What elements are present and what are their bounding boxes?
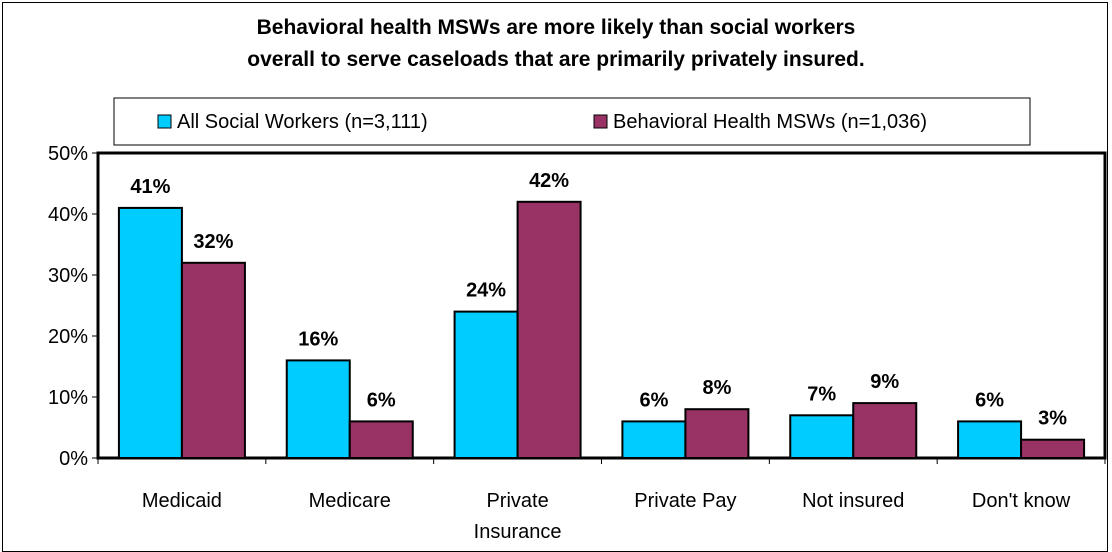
x-category-label: Insurance xyxy=(474,521,562,543)
bar-all-social-workers-n-3-111-medicare xyxy=(285,359,351,459)
bar-behavioral-health-msws-n-1-036-medicare xyxy=(348,420,414,459)
x-category-label: Don't know xyxy=(972,490,1071,512)
chart-title-line-2: overall to serve caseloads that are prim… xyxy=(247,48,865,71)
data-label: 3% xyxy=(1038,408,1067,430)
bar-behavioral-health-msws-n-1-036-don-t-know xyxy=(1020,438,1086,460)
x-category-label: Medicare xyxy=(309,490,391,512)
data-label: 6% xyxy=(367,389,396,411)
legend-box xyxy=(113,97,1031,146)
data-label: 7% xyxy=(807,383,836,405)
x-category-label: Private xyxy=(486,490,548,512)
bar-all-social-workers-n-3-111-don-t-know xyxy=(957,420,1023,459)
bar-behavioral-health-msws-n-1-036-medicaid xyxy=(180,261,246,459)
legend: All Social Workers (n=3,111) Behavioral … xyxy=(113,97,1031,146)
data-label: 24% xyxy=(466,280,506,302)
data-labels: 41% 32% 16% 6% 24% 42% 6% 8% 7% 9% 6% 3% xyxy=(130,170,1067,430)
y-tick-label: 50% xyxy=(48,143,88,165)
y-tick-label: 10% xyxy=(48,387,88,409)
bar-behavioral-health-msws-n-1-036-private-insurance xyxy=(516,200,582,460)
x-category-label: Not insured xyxy=(802,490,904,512)
data-label: 6% xyxy=(975,389,1004,411)
legend-label-all-social-workers: All Social Workers (n=3,111) xyxy=(177,111,428,133)
bar-behavioral-health-msws-n-1-036-not-insured xyxy=(852,402,918,460)
bar-all-social-workers-n-3-111-private-pay xyxy=(621,420,687,459)
data-label: 8% xyxy=(702,377,731,399)
bar-all-social-workers-n-3-111-private-insurance xyxy=(453,310,519,459)
data-label: 9% xyxy=(870,371,899,393)
y-tick-label: 20% xyxy=(48,326,88,348)
chart-title-line-1: Behavioral health MSWs are more likely t… xyxy=(256,16,856,39)
y-tick-label: 40% xyxy=(48,204,88,226)
legend-swatch-all-social-workers xyxy=(157,114,172,129)
y-tick-label: 0% xyxy=(59,448,88,470)
bar-all-social-workers-n-3-111-not-insured xyxy=(789,414,855,459)
data-label: 16% xyxy=(298,328,338,350)
data-label: 42% xyxy=(529,170,569,192)
x-category-label: Medicaid xyxy=(142,490,222,512)
legend-swatch-behavioral-health-msws xyxy=(593,114,608,129)
x-category-label: Private Pay xyxy=(634,490,736,512)
axes: 0% 10% 20% 30% 40% 50% Medicaid Medicare Private… xyxy=(48,143,1106,543)
plot-area xyxy=(96,151,1107,460)
data-label: 41% xyxy=(130,176,170,198)
data-label: 32% xyxy=(193,231,233,253)
chart-title: Behavioral health MSWs are more likely t… xyxy=(0,12,1112,76)
bar-all-social-workers-n-3-111-medicaid xyxy=(117,206,183,459)
data-label: 6% xyxy=(639,389,668,411)
bars xyxy=(117,200,1086,460)
bar-behavioral-health-msws-n-1-036-private-pay xyxy=(684,408,750,460)
legend-label-behavioral-health-msws: Behavioral Health MSWs (n=1,036) xyxy=(613,111,927,133)
y-tick-label: 30% xyxy=(48,265,88,287)
